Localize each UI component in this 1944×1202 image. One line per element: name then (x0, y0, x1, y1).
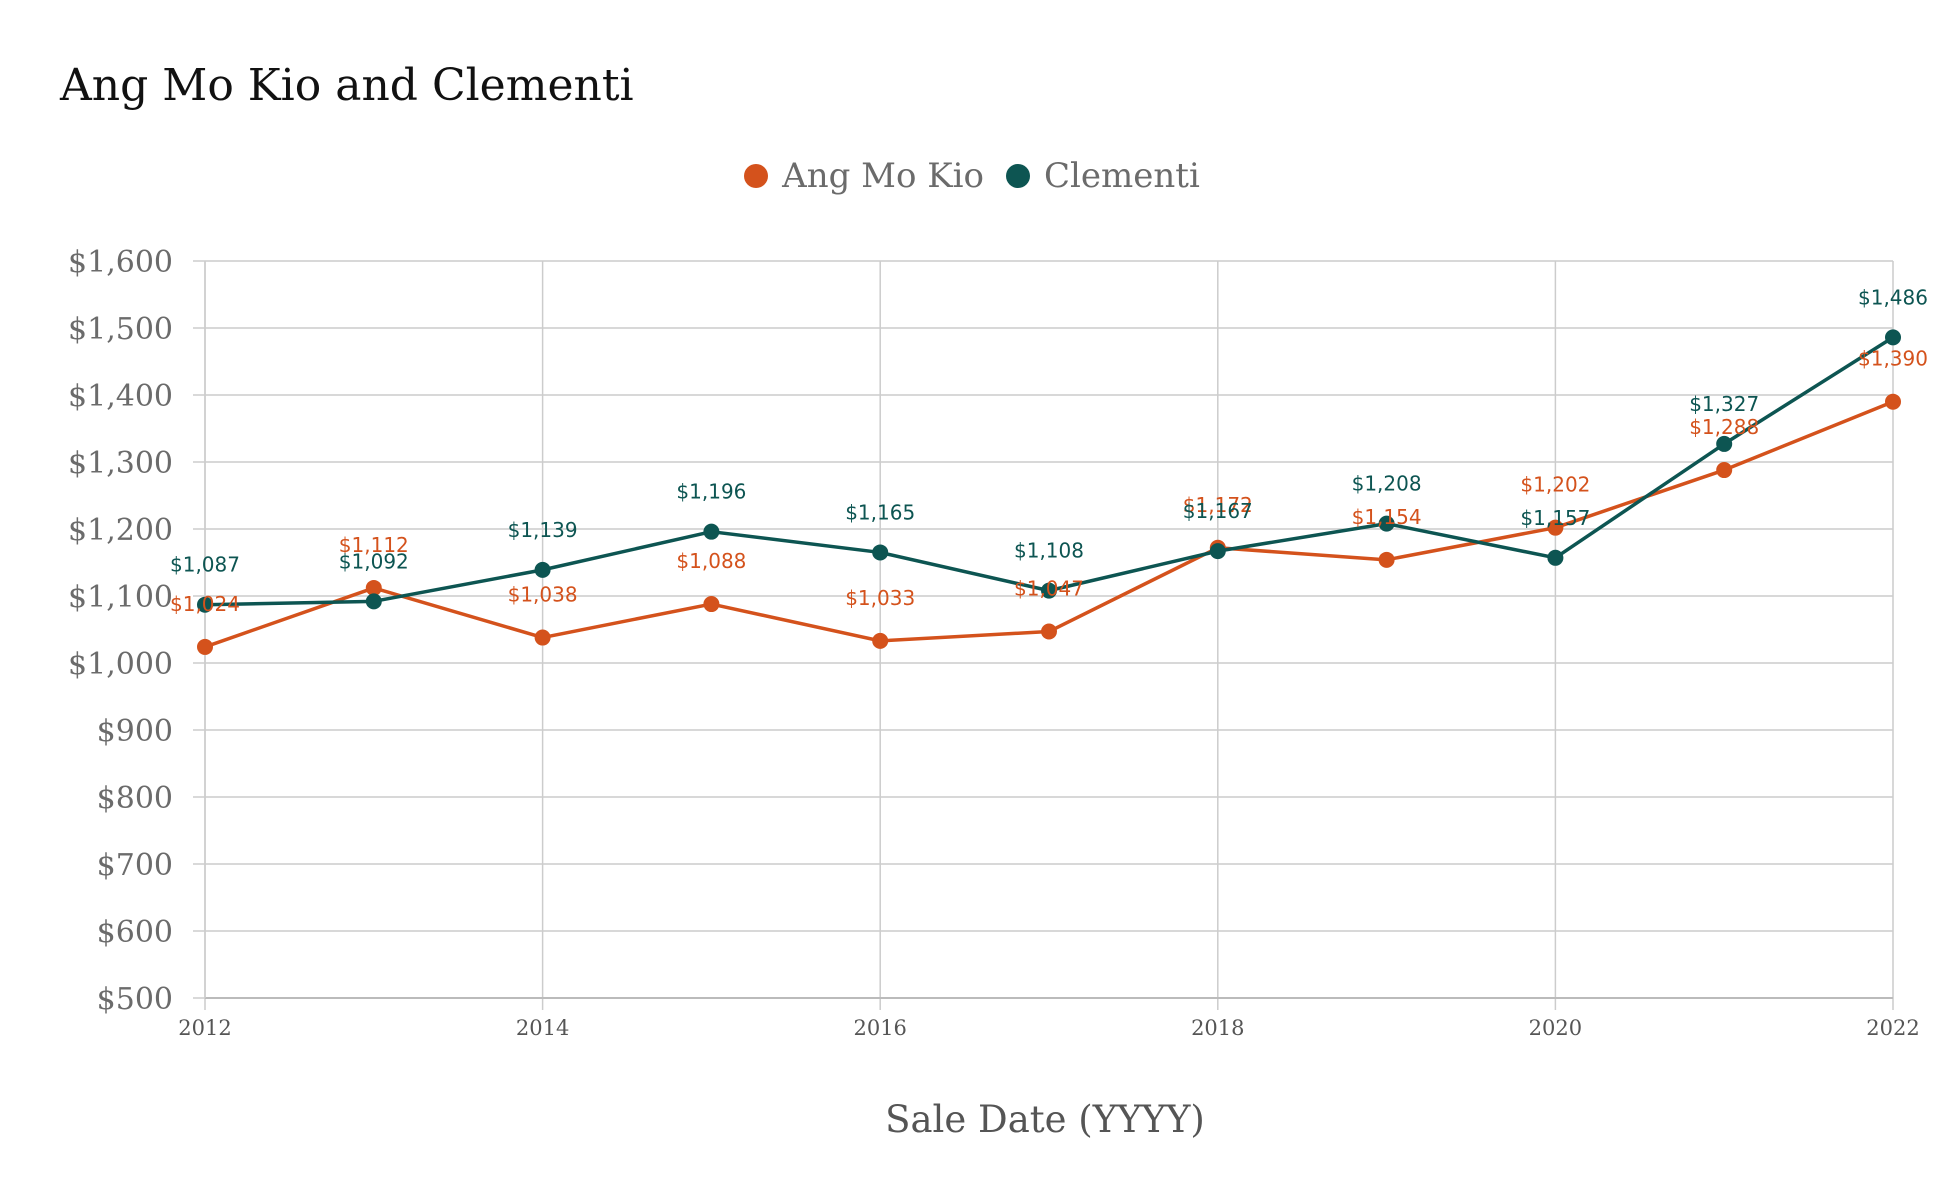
data-label-clementi: $1,327 (1689, 392, 1759, 416)
data-label-ang-mo-kio: $1,172 (1183, 493, 1253, 517)
y-tick-label: $1,400 (68, 379, 173, 414)
data-point-clementi[interactable] (365, 593, 382, 610)
y-tick-label: $900 (97, 714, 173, 749)
data-point-clementi[interactable] (703, 523, 720, 540)
y-tick-label: $1,200 (68, 513, 173, 548)
data-point-ang-mo-kio[interactable] (703, 596, 720, 613)
data-point-ang-mo-kio[interactable] (197, 638, 213, 655)
y-tick-label: $800 (97, 781, 173, 816)
data-label-ang-mo-kio: $1,154 (1352, 505, 1422, 529)
data-point-clementi[interactable] (1378, 515, 1395, 532)
data-label-ang-mo-kio: $1,033 (845, 586, 915, 610)
y-tick-label: $1,600 (68, 245, 173, 280)
y-tick-label: $500 (97, 982, 173, 1017)
data-label-clementi: $1,157 (1520, 506, 1590, 530)
legend-item-ang-mo-kio[interactable]: Ang Mo Kio (744, 156, 984, 196)
legend-item-clementi[interactable]: Clementi (1006, 156, 1200, 196)
y-tick-label: $600 (97, 915, 173, 950)
data-point-ang-mo-kio[interactable] (1716, 462, 1733, 479)
data-label-ang-mo-kio: $1,088 (676, 549, 746, 573)
data-point-clementi[interactable] (1547, 549, 1564, 566)
x-axis-label: Sale Date (YYYY) (885, 1098, 1205, 1141)
data-label-clementi: $1,092 (339, 549, 409, 573)
data-label-clementi: $1,139 (508, 518, 578, 542)
data-label-ang-mo-kio: $1,390 (1858, 347, 1928, 371)
x-tick-label: 2018 (1191, 1016, 1244, 1040)
x-tick-label: 2016 (853, 1016, 906, 1040)
data-point-ang-mo-kio[interactable] (1547, 519, 1564, 536)
data-label-clementi: $1,087 (170, 553, 240, 577)
axes: $500 $600 $700 $800 $900 $1,000 $1,100 $1,200 $1… (68, 245, 1920, 1040)
y-tick-label: $1,500 (68, 312, 173, 347)
data-label-ang-mo-kio: $1,047 (1014, 577, 1084, 601)
legend-label-ang-mo-kio: Ang Mo Kio (782, 156, 985, 196)
legend-marker-ang-mo-kio (744, 164, 769, 188)
y-tick-label: $1,000 (68, 647, 173, 682)
y-tick-label: $700 (97, 848, 173, 883)
chart-title: Ang Mo Kio and Clementi (60, 60, 634, 111)
x-tick-label: 2014 (516, 1016, 569, 1040)
data-label-clementi: $1,486 (1858, 285, 1928, 309)
data-point-ang-mo-kio[interactable] (1041, 623, 1057, 640)
legend-marker-clementi (1006, 164, 1031, 188)
data-point-clementi[interactable] (197, 596, 213, 613)
data-labels: $1,024 $1,112 $1,038 $1,088 $1,033 $1,047 $1,1… (170, 285, 1928, 616)
data-point-clementi[interactable] (1041, 582, 1057, 599)
data-label-ang-mo-kio: $1,202 (1520, 473, 1590, 497)
y-tick-label: $1,300 (68, 446, 173, 481)
legend: Ang Mo Kio Clementi (0, 156, 1944, 196)
data-point-clementi[interactable] (872, 544, 889, 561)
data-point-ang-mo-kio[interactable] (1885, 393, 1901, 410)
data-point-clementi[interactable] (1209, 543, 1226, 560)
x-tick-label: 2022 (1866, 1016, 1919, 1040)
data-label-clementi: $1,208 (1352, 472, 1422, 496)
data-label-ang-mo-kio: $1,112 (339, 533, 409, 557)
data-point-clementi[interactable] (1885, 329, 1901, 346)
data-label-ang-mo-kio: $1,288 (1689, 415, 1759, 439)
data-point-ang-mo-kio[interactable] (365, 579, 382, 596)
series-line-ang-mo-kio (204, 400, 1894, 649)
series (197, 329, 1901, 655)
data-point-clementi[interactable] (534, 561, 551, 578)
data-point-ang-mo-kio[interactable] (1378, 551, 1395, 568)
data-label-ang-mo-kio: $1,024 (170, 592, 240, 616)
x-tick-label: 2012 (178, 1016, 231, 1040)
data-label-clementi: $1,108 (1014, 539, 1084, 563)
data-point-ang-mo-kio[interactable] (534, 629, 551, 646)
grid (204, 260, 1894, 1010)
data-point-ang-mo-kio[interactable] (872, 632, 889, 649)
x-tick-label: 2020 (1529, 1016, 1582, 1040)
data-point-clementi[interactable] (1716, 435, 1733, 452)
legend-label-clementi: Clementi (1044, 156, 1200, 196)
series-line-clementi (204, 335, 1894, 607)
data-label-clementi: $1,167 (1183, 499, 1253, 523)
data-label-clementi: $1,165 (845, 500, 915, 524)
data-label-ang-mo-kio: $1,038 (508, 583, 578, 607)
y-tick-label: $1,100 (68, 580, 173, 615)
data-label-clementi: $1,196 (676, 480, 746, 504)
